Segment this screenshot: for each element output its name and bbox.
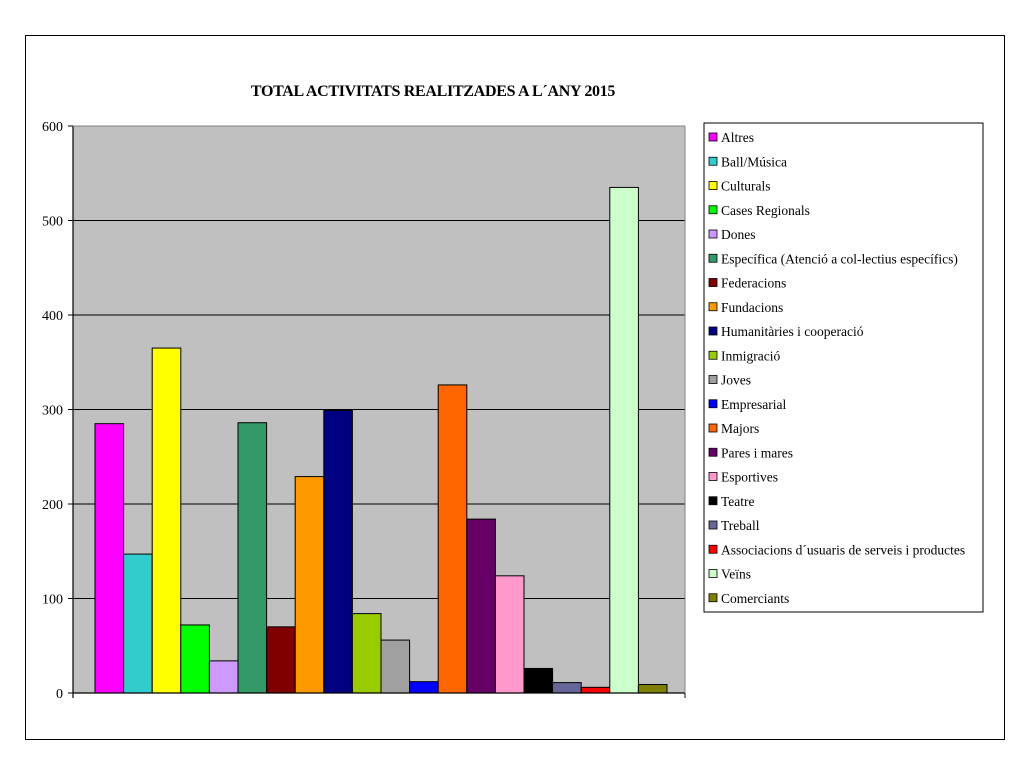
legend-swatch [708,375,718,384]
chart-frame [25,35,1005,740]
bar-10 [351,613,382,694]
legend-swatch [708,544,718,554]
legend-swatch [708,423,718,433]
bar-14 [466,518,496,694]
legend-swatch [708,350,718,360]
bar-3 [151,347,182,694]
bar-19 [609,186,639,694]
y-tick-label: 300 [42,404,63,419]
legend-label: Empresarial [721,397,786,412]
legend-label: Inmigració [721,348,780,363]
legend-label: Fundacions [721,300,783,315]
y-tick-label: 100 [42,593,63,608]
legend-swatch [708,447,718,457]
legend-label: Veïns [721,567,751,582]
y-tick-label: 400 [42,309,63,324]
legend-swatch [708,472,718,481]
legend-swatch [708,205,718,215]
legend-label: Pares i mares [721,445,793,460]
bar-2 [123,553,153,694]
legend-label: Treball [721,518,760,533]
bar-11 [380,639,411,694]
legend-label: Majors [721,421,759,436]
bar-12 [409,681,439,694]
legend-swatch [708,569,718,578]
axes [72,125,686,698]
bar-18 [580,686,611,694]
bar-20 [637,683,668,694]
legend-swatch [708,229,718,239]
legend-swatch [708,496,718,506]
legend-label: Ball/Música [721,154,787,169]
bar-7 [266,626,296,694]
y-axis-ticks: 0 100 200 300 400 500 600 [42,120,73,702]
y-tick-label: 500 [42,215,63,230]
legend-label: Federacions [721,276,786,291]
legend-label: Específica (Atenció a col-lectius especí… [721,251,958,266]
legend-label: Comerciants [721,591,789,606]
legend-swatch [708,253,718,263]
legend-swatch [708,520,718,530]
legend-label: Humanitàries i cooperació [721,324,864,339]
bar-9 [323,409,353,694]
legend: Altres Ball/Música Culturals Cases Regional… [703,122,984,613]
bar-16 [523,667,554,694]
legend-swatch [708,278,718,287]
legend-label: Cases Regionals [721,203,810,218]
bars [94,186,668,694]
legend-swatch [708,326,718,336]
legend-label: Culturals [721,179,771,194]
bar-8 [294,476,325,694]
bar-17 [552,682,582,694]
chart-title: TOTAL ACTIVITATS REALITZADES A L´ANY 201… [251,83,616,100]
legend-swatch [708,156,718,166]
legend-swatch [708,181,718,190]
y-tick-label: 600 [42,120,63,135]
bar-6 [237,422,268,694]
bar-1 [94,423,125,694]
y-tick-label: 0 [56,687,63,702]
legend-label: Esportives [721,470,778,485]
legend-label: Teatre [721,494,755,509]
legend-box [703,122,984,613]
bar-15 [494,575,525,694]
y-tick-label: 200 [42,498,63,513]
legend-label: Dones [721,227,756,242]
legend-label: Altres [721,130,754,145]
bar-5 [208,660,239,694]
legend-swatch [708,302,718,312]
legend-swatch [708,593,718,603]
bar-4 [180,624,210,694]
legend-swatch [708,132,718,142]
bar-13 [437,384,468,694]
legend-label: Joves [721,373,751,388]
legend-swatch [708,399,718,409]
legend-label: Associacions d´usuaris de serveis i prod… [721,542,965,557]
